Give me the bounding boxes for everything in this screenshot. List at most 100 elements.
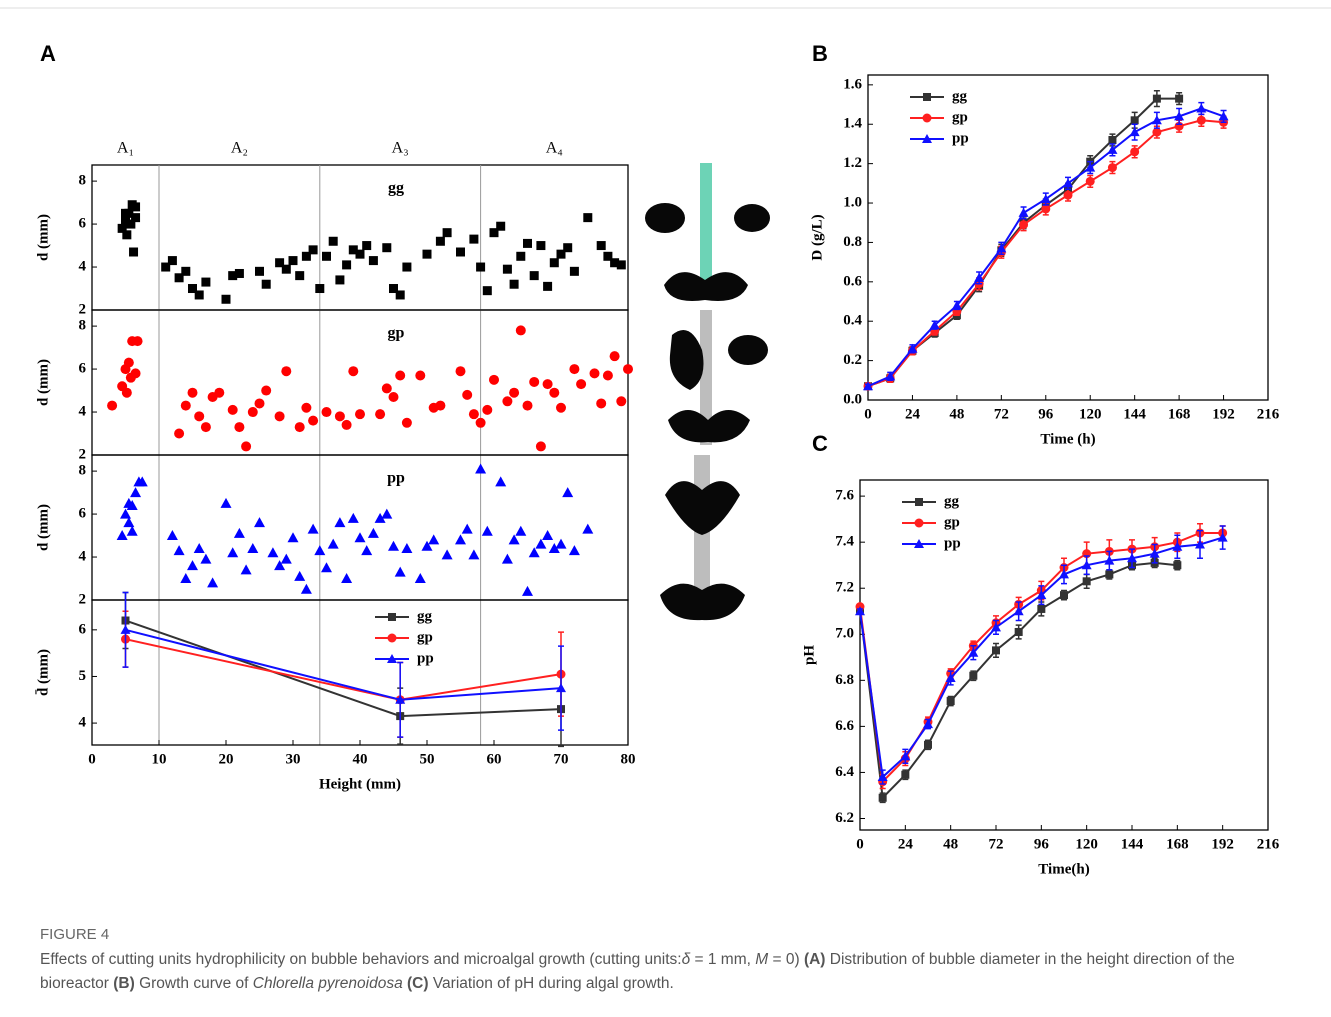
marker [193,542,205,553]
marker [549,387,560,398]
marker [321,562,332,573]
marker [174,428,185,439]
marker [355,249,365,259]
marker [394,566,406,577]
marker [468,409,479,420]
marker [456,247,465,257]
marker [233,527,245,538]
marker [923,93,931,101]
marker [555,538,567,549]
x-axis-label: Time(h) [1038,861,1089,877]
marker [901,770,910,779]
region-label: A₁ [117,140,134,157]
x-tick-label: 120 [1079,406,1102,422]
y-tick-label: 6 [79,216,87,232]
marker [227,547,239,558]
subplot-title: pp [387,470,405,487]
marker [401,542,413,553]
y-tick-label: 8 [79,463,87,479]
marker [335,275,345,285]
marker [1105,570,1114,579]
marker [167,256,177,266]
caption-segment: (A) [803,951,826,968]
marker [1151,115,1162,125]
marker [596,241,606,251]
marker [129,247,139,257]
region-label: A₃ [392,140,409,157]
legend-label: pp [417,650,434,666]
marker [863,381,873,391]
marker [1107,163,1117,173]
y-tick-label: 1.4 [843,116,862,132]
marker [301,251,311,261]
series-line [867,119,1224,388]
caption-segment: Variation of pH during algal growth. [428,975,674,992]
marker [1085,176,1095,186]
marker [161,262,171,272]
x-tick-label: 50 [420,751,435,767]
marker [126,219,136,229]
marker [1149,548,1160,558]
marker [131,202,141,212]
marker [476,262,486,272]
marker [569,266,579,276]
marker [922,113,932,123]
marker [421,540,433,551]
marker [602,370,613,381]
marker [1041,204,1051,214]
plot-frame [91,454,629,601]
marker [969,671,978,680]
marker [234,268,244,278]
marker [542,379,553,390]
marker [123,517,135,528]
marker [1063,190,1073,200]
marker [121,208,130,218]
marker [516,251,526,261]
marker [1130,147,1140,157]
marker [121,387,132,398]
marker [495,476,507,487]
y-tick-label: 1.2 [843,155,862,171]
y-tick-label: 2 [79,446,87,462]
marker [228,271,238,281]
marker [1019,220,1029,230]
marker [924,740,932,749]
marker [247,407,258,418]
marker [294,570,306,581]
marker [288,256,298,266]
marker [362,241,372,251]
legend-label: pp [952,130,969,146]
marker [549,258,559,268]
y-tick-label: 4 [79,548,87,564]
marker [1018,207,1029,217]
marker [914,518,924,528]
x-tick-label: 144 [1123,406,1146,422]
y-tick-label: 6 [79,621,87,637]
plot-frame [859,479,1269,831]
legend-label: gp [952,109,968,125]
marker [616,260,626,270]
marker [327,538,339,549]
marker [1196,115,1206,125]
y-tick-label: 6.6 [835,718,854,734]
y-tick-label: 2 [79,591,87,607]
marker [502,396,513,407]
marker [878,793,887,802]
x-tick-label: 192 [1212,406,1235,422]
marker [522,585,533,596]
marker [1108,136,1117,144]
marker [481,525,493,536]
marker [388,540,399,551]
bubble-photos [645,163,770,621]
y-tick-label: 7.0 [835,626,854,642]
marker [1082,577,1091,586]
marker [307,523,319,534]
marker [322,251,331,261]
marker [509,279,519,289]
marker [568,545,580,556]
caption-segment: (C) [407,975,429,992]
marker [1014,627,1023,636]
legend-label: gp [944,514,960,530]
marker [367,527,379,538]
y-axis-label: pH [801,645,817,665]
